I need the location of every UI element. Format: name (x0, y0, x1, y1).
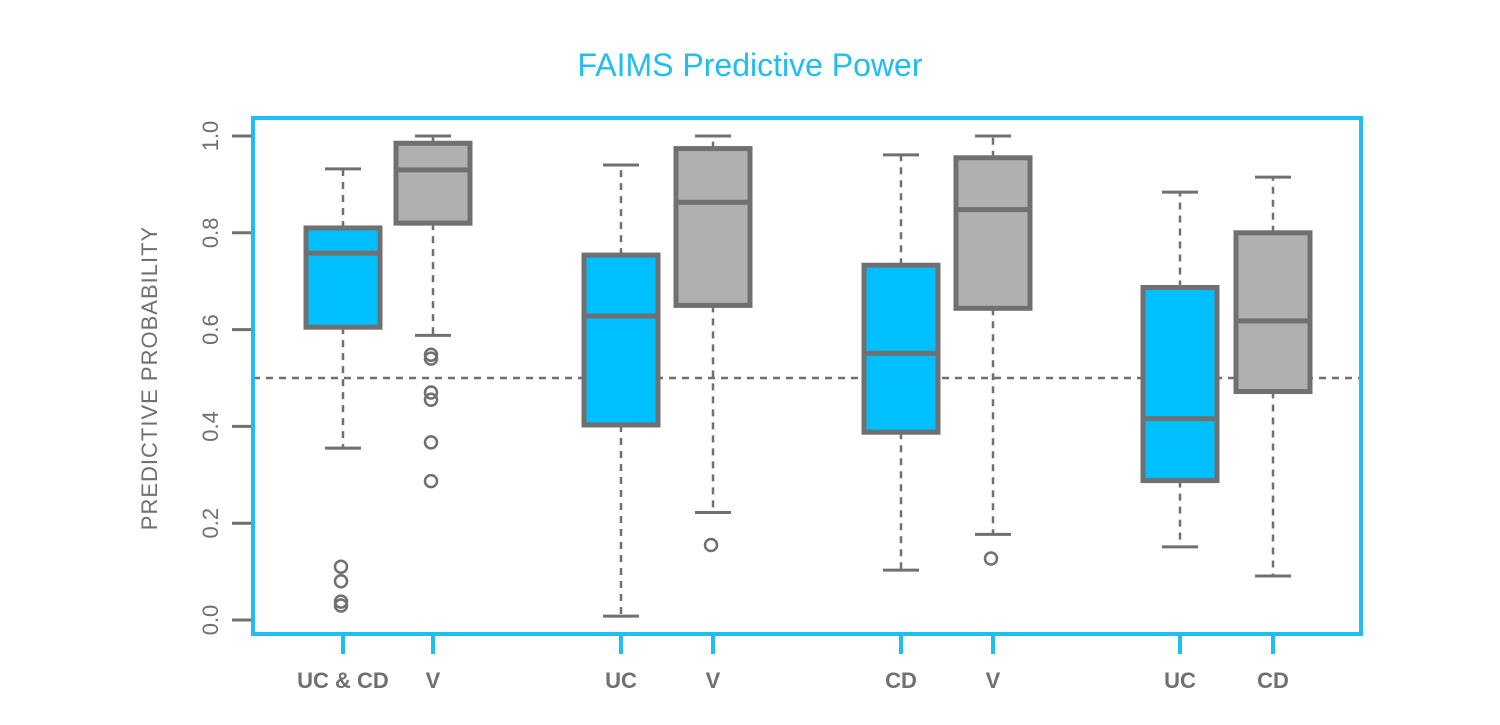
g1-box-1-outlier-1 (333, 559, 349, 575)
g3-box-2-iqr-box (953, 155, 1033, 311)
g1-box-2-outlier-3 (423, 385, 439, 400)
g1-box-2-outlier-6 (423, 473, 439, 489)
g4-box-1-x-label: UC (1164, 668, 1196, 693)
y-tick-label-3: 0.6 (198, 314, 223, 345)
g1-box-2-iqr-box (393, 140, 473, 226)
g1-box-1-outlier-4 (333, 598, 349, 613)
y-tick-label-1: 0.2 (198, 508, 223, 539)
y-tick-label-4: 0.8 (198, 218, 223, 249)
g3-box-1-x-label: CD (885, 668, 917, 693)
g3-box-1 (861, 153, 941, 572)
g4-box-1-iqr-box (1140, 284, 1220, 484)
plot-frame (251, 116, 1363, 636)
g2-box-2-x-label: V (706, 668, 721, 693)
y-tick-label-2: 0.4 (198, 411, 223, 442)
y-tick-label-5: 1.0 (198, 121, 223, 152)
g1-box-2-x-label: V (426, 668, 441, 693)
box-series (303, 134, 1313, 618)
g3-box-2 (953, 134, 1033, 566)
y-axis-label-group: PREDICTIVE PROBABILITY (137, 226, 162, 530)
g4-box-2 (1233, 175, 1313, 578)
g1-box-1-iqr-box (303, 225, 383, 330)
chart-title: FAIMS Predictive Power (578, 47, 923, 83)
g3-box-1-iqr-box (861, 262, 941, 435)
g2-box-2 (673, 134, 753, 553)
g3-box-2-outlier-1 (983, 551, 999, 566)
g1-box-2-outlier-5 (423, 435, 439, 450)
g1-box-2-outlier-2 (423, 351, 439, 366)
y-axis: 0.0 0.2 0.4 0.6 0.8 1.0 (198, 121, 251, 636)
g4-box-2-iqr-box (1233, 230, 1313, 395)
y-tick-label-0: 0.0 (198, 605, 223, 636)
g1-box-2 (393, 134, 473, 489)
g2-box-2-outlier-1 (703, 537, 719, 553)
g1-box-1-outlier-2 (333, 574, 349, 589)
g2-box-1 (581, 163, 661, 618)
g3-box-2-x-label: V (986, 668, 1001, 693)
y-axis-label: PREDICTIVE PROBABILITY (137, 226, 162, 530)
g4-box-2-x-label: CD (1257, 668, 1289, 693)
g1-box-1 (303, 167, 383, 613)
x-axis: UC & CD V UC V CD V UC CD (297, 636, 1289, 693)
g2-box-1-x-label: UC (605, 668, 637, 693)
g2-box-1-iqr-box (581, 252, 661, 428)
g2-box-2-iqr-box (673, 146, 753, 308)
g1-box-2-outlier-4 (423, 392, 439, 408)
g4-box-1 (1140, 190, 1220, 549)
g1-box-1-x-label: UC & CD (297, 668, 389, 693)
